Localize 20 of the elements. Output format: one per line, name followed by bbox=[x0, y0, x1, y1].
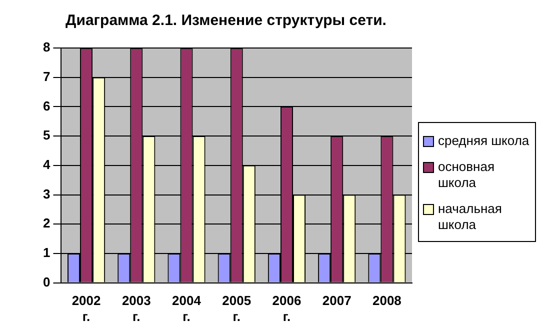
y-tick-label: 7 bbox=[42, 68, 50, 84]
y-tick-label: 1 bbox=[42, 245, 50, 260]
x-tick-label: 2004 г. bbox=[172, 293, 202, 324]
legend-label: средняя школа bbox=[438, 133, 530, 149]
y-tick-label: 4 bbox=[42, 156, 51, 172]
x-tick-label: 2008 bbox=[372, 293, 402, 308]
legend-label: основная школа bbox=[438, 159, 496, 191]
chart-title: Диаграмма 2.1. Изменение структуры сети. bbox=[66, 12, 386, 30]
y-tick-label: 5 bbox=[42, 128, 50, 143]
y-tick-label: 8 bbox=[42, 40, 50, 55]
x-tick-label: 2003 г. bbox=[122, 293, 151, 324]
y-tick-label: 6 bbox=[42, 98, 50, 114]
x-tick-label: 2007 bbox=[322, 293, 352, 308]
x-tick-label: 2006 г. bbox=[272, 293, 302, 324]
x-tick-label: 2005 г. bbox=[222, 293, 252, 324]
legend-label: начальная школа bbox=[438, 201, 503, 233]
y-tick-label: 0 bbox=[42, 274, 50, 290]
y-tick-label: 2 bbox=[42, 216, 50, 231]
y-tick-label: 3 bbox=[42, 186, 50, 202]
x-tick-label: 2002 г. bbox=[72, 293, 101, 324]
